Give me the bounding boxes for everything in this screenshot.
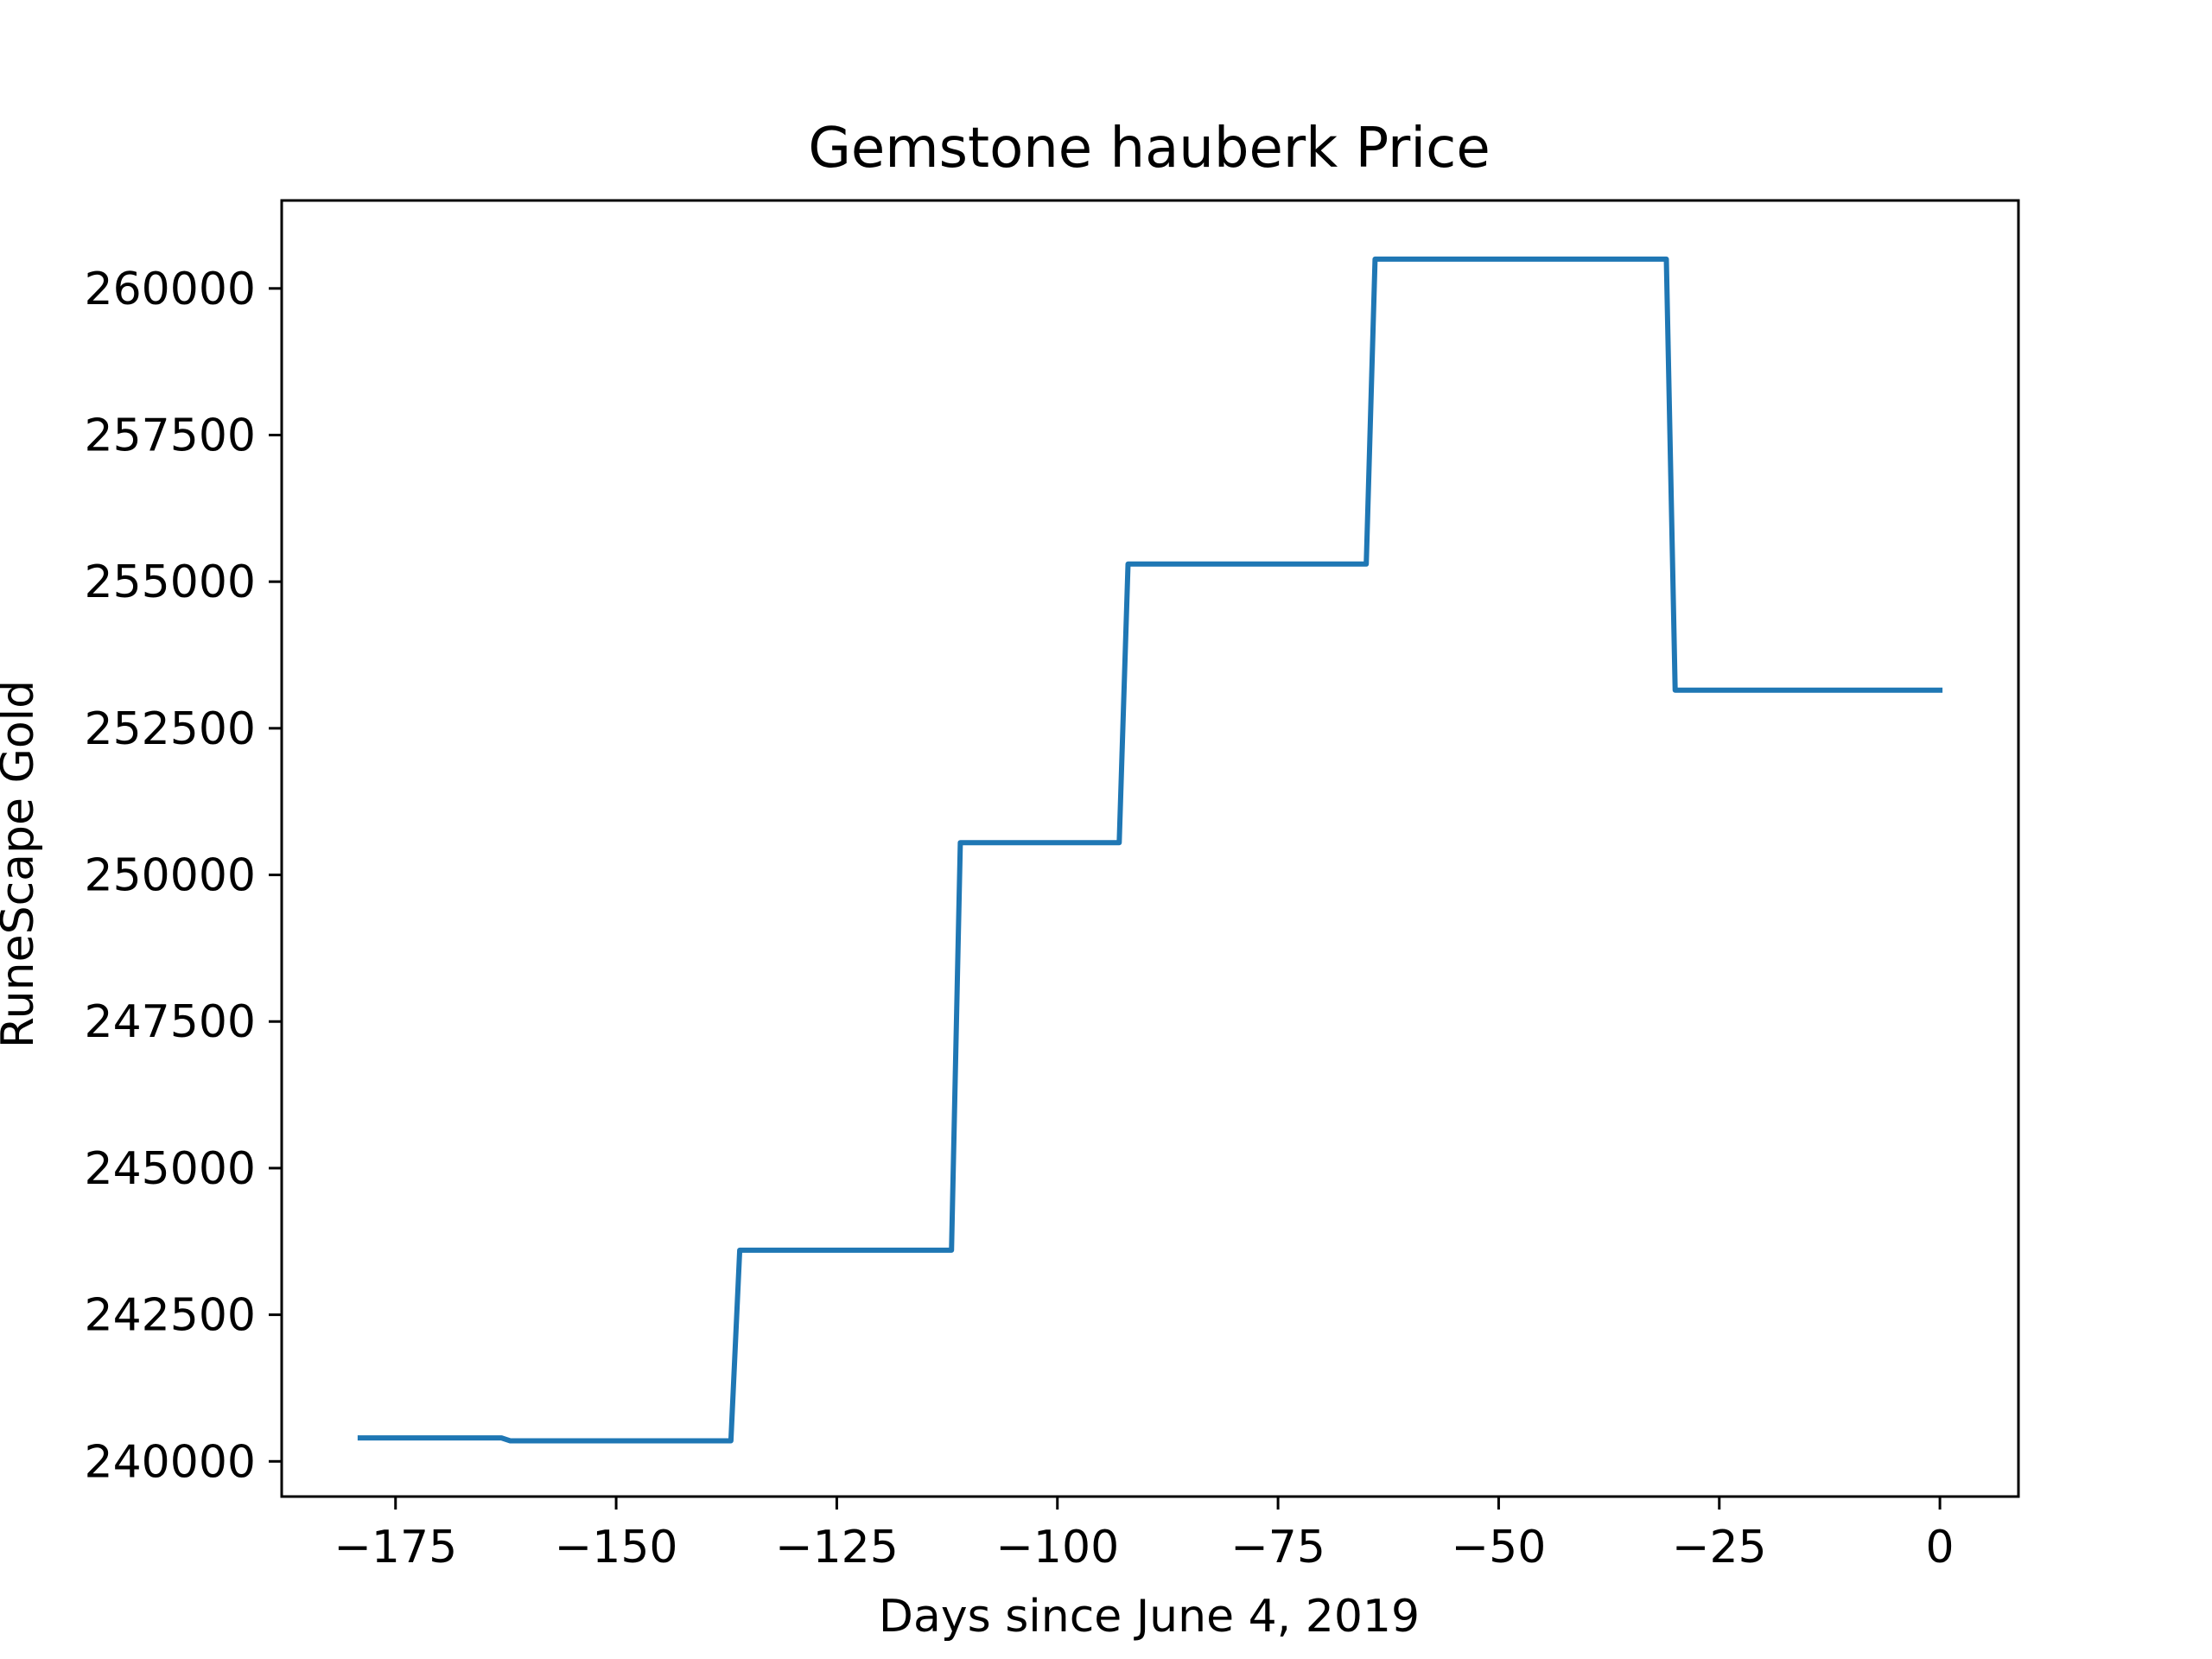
y-tick-label: 257500	[84, 410, 256, 461]
y-tick-label: 260000	[84, 264, 256, 315]
plot-area	[280, 199, 2020, 1498]
x-tick-label: 0	[1926, 1522, 1955, 1573]
x-axis-label: Days since June 4, 2019	[879, 1591, 1420, 1643]
y-tick-label: 240000	[84, 1436, 256, 1488]
x-tick-label: −75	[1230, 1522, 1325, 1573]
x-tick-label: −125	[775, 1522, 899, 1573]
x-axis: −175 −150 −125 −100 −75 −50 −25 0	[334, 1497, 1955, 1573]
y-tick-label: 250000	[84, 850, 256, 902]
x-tick-label: −50	[1452, 1522, 1547, 1573]
y-tick-label: 247500	[84, 996, 256, 1048]
x-tick-label: −150	[555, 1522, 678, 1573]
series-line-0	[357, 256, 1943, 1444]
x-tick-label: −175	[334, 1522, 457, 1573]
x-tick-label: −25	[1672, 1522, 1767, 1573]
y-tick-label: 255000	[84, 556, 256, 608]
y-tick-label: 245000	[84, 1143, 256, 1195]
plot-frame	[280, 199, 2020, 1498]
y-axis: 240000 242500 245000 247500 250000 252500 2550…	[84, 264, 282, 1488]
chart-title: Gemstone hauberk Price	[808, 117, 1490, 181]
y-axis-label: RuneScape Gold	[0, 680, 44, 1048]
y-tick-label: 242500	[84, 1290, 256, 1342]
x-tick-label: −100	[995, 1522, 1119, 1573]
y-tick-label: 252500	[84, 703, 256, 755]
